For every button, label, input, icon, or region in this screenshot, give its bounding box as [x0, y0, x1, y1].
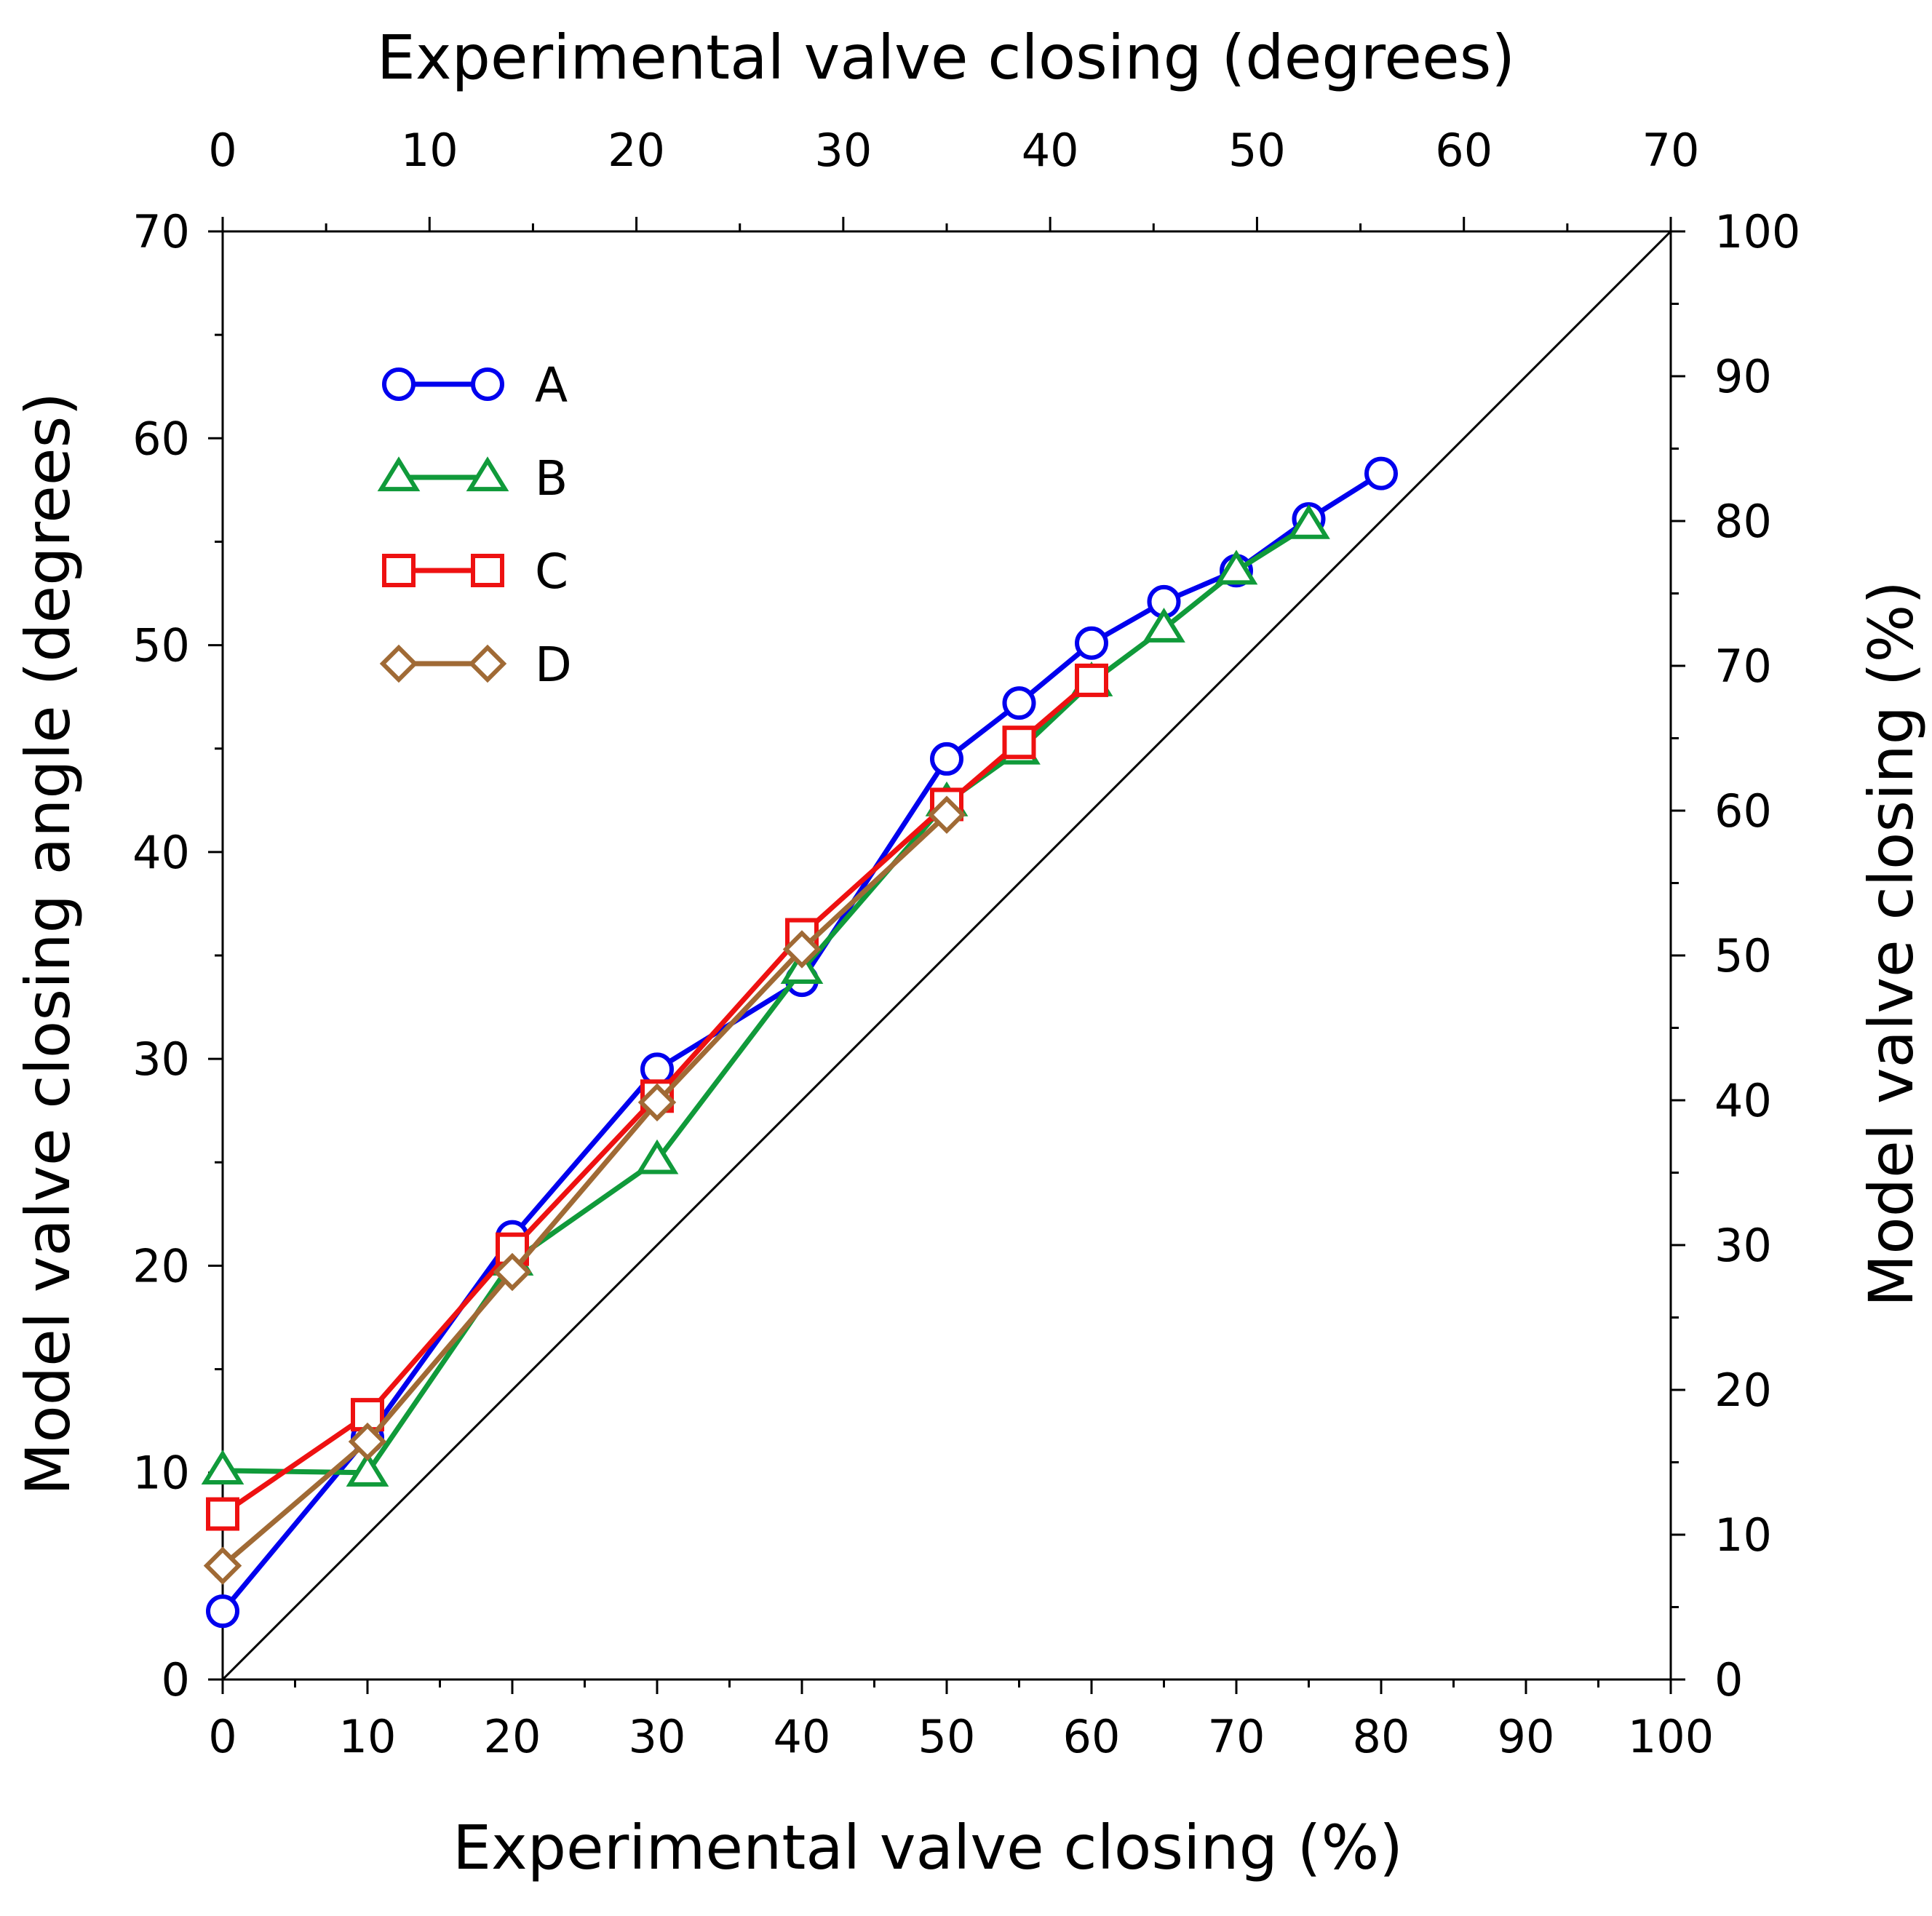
x2-tick-label: 20	[608, 124, 665, 177]
legend-marker	[471, 367, 504, 401]
y2-tick-label: 10	[1714, 1508, 1772, 1562]
legend-marker	[382, 554, 416, 587]
y2-tick-label: 20	[1714, 1364, 1772, 1417]
series-layer	[201, 456, 1398, 1629]
data-point-D	[927, 795, 966, 834]
legend-marker	[377, 456, 421, 492]
y2-tick-label: 60	[1714, 784, 1772, 838]
y2-tick-label: 80	[1714, 495, 1772, 548]
legend-label: C	[535, 544, 568, 600]
y-tick-label: 50	[132, 619, 190, 672]
legend-item-C: C	[382, 544, 568, 600]
legend-label: D	[535, 637, 572, 693]
x-tick-label: 0	[208, 1710, 236, 1763]
series-D	[203, 795, 966, 1585]
data-point-A	[1075, 626, 1108, 660]
data-point-B	[635, 1139, 679, 1174]
reference-diagonal-line	[221, 230, 1672, 1681]
y2-tick-label: 100	[1714, 205, 1800, 258]
legend-label: A	[535, 357, 568, 413]
data-point-A	[930, 742, 963, 776]
data-point-C	[1002, 726, 1036, 760]
y-tick-label: 30	[132, 1033, 190, 1086]
top-x-axis-title: Experimental valve closing (degrees)	[377, 22, 1515, 93]
data-point-D	[493, 1252, 532, 1292]
y-tick-label: 60	[132, 412, 190, 465]
data-point-C	[1075, 663, 1108, 697]
data-point-B	[1215, 549, 1258, 585]
x-tick-label: 80	[1353, 1710, 1410, 1763]
right-y-axis-title: Model valve closing (%)	[1856, 581, 1927, 1307]
x2-tick-label: 30	[814, 124, 872, 177]
legend-item-A: A	[382, 357, 568, 413]
x-tick-label: 40	[774, 1710, 831, 1763]
x-tick-label: 60	[1063, 1710, 1121, 1763]
legend-item-B: B	[377, 450, 568, 506]
data-point-B	[1287, 504, 1330, 539]
legend-label: B	[535, 450, 568, 506]
x-tick-label: 30	[629, 1710, 686, 1763]
y-tick-label: 20	[132, 1239, 190, 1292]
x-tick-label: 50	[918, 1710, 976, 1763]
y2-tick-label: 30	[1714, 1219, 1772, 1272]
x-tick-label: 90	[1498, 1710, 1555, 1763]
x-tick-label: 10	[339, 1710, 397, 1763]
data-point-A	[1364, 456, 1398, 490]
y2-tick-label: 90	[1714, 350, 1772, 403]
data-point-B	[201, 1450, 245, 1484]
y2-tick-label: 50	[1714, 929, 1772, 982]
y-tick-label: 70	[132, 205, 190, 258]
y2-tick-label: 70	[1714, 640, 1772, 693]
y-tick-label: 40	[132, 826, 190, 879]
data-point-A	[206, 1594, 239, 1629]
y2-tick-label: 0	[1714, 1653, 1743, 1706]
data-point-D	[348, 1422, 387, 1461]
x2-tick-label: 60	[1435, 124, 1492, 177]
y2-tick-label: 40	[1714, 1074, 1772, 1127]
legend-marker	[468, 644, 507, 683]
data-point-C	[206, 1497, 239, 1531]
y-tick-label: 0	[162, 1653, 190, 1706]
x-tick-label: 100	[1628, 1710, 1714, 1763]
x2-tick-label: 0	[208, 124, 236, 177]
data-point-B	[346, 1451, 389, 1487]
x2-tick-label: 50	[1228, 124, 1286, 177]
x2-tick-label: 70	[1642, 124, 1700, 177]
y-axis-title: Model valve closing angle (degrees)	[12, 392, 84, 1495]
legend-item-D: D	[379, 637, 572, 693]
x-axis-title: Experimental valve closing (%)	[453, 1812, 1403, 1883]
x-tick-label: 20	[484, 1710, 541, 1763]
data-point-D	[782, 930, 822, 969]
x2-tick-label: 40	[1022, 124, 1079, 177]
legend-marker	[466, 456, 509, 492]
legend-marker	[382, 367, 416, 401]
y-tick-label: 10	[132, 1447, 190, 1500]
data-point-B	[1142, 608, 1185, 643]
legend-marker	[379, 644, 418, 683]
data-point-D	[203, 1546, 242, 1585]
data-point-A	[1002, 686, 1036, 720]
x2-tick-label: 10	[401, 124, 458, 177]
x-tick-label: 70	[1208, 1710, 1265, 1763]
data-point-D	[637, 1083, 677, 1122]
legend-marker	[471, 554, 504, 587]
series-line-D	[220, 813, 949, 1568]
